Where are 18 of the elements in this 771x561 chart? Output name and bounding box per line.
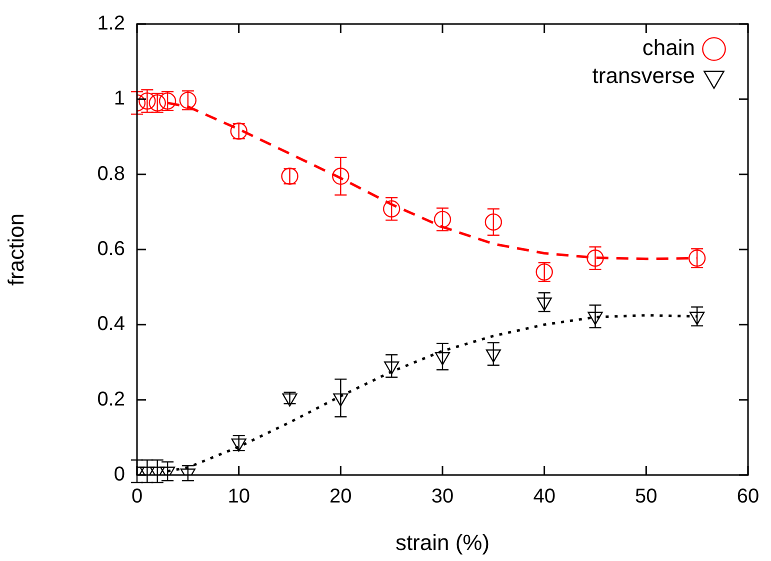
legend-label: transverse xyxy=(592,63,695,88)
y-tick-label: 1 xyxy=(114,88,125,110)
x-axis-title: strain (%) xyxy=(395,530,490,555)
y-tick-label: 0 xyxy=(114,464,125,486)
x-tick-label: 10 xyxy=(228,486,250,508)
x-tick-label: 0 xyxy=(131,486,143,508)
x-tick-label: 20 xyxy=(330,486,352,508)
y-tick-label: 0.2 xyxy=(97,388,125,410)
x-tick-label: 40 xyxy=(533,486,556,508)
y-tick-label: 1.2 xyxy=(97,12,125,35)
legend-label: chain xyxy=(642,35,695,60)
x-tick-label: 50 xyxy=(635,486,658,508)
y-tick-label: 0.4 xyxy=(97,313,125,336)
y-axis-title: fraction xyxy=(3,213,28,286)
y-tick-label: 0.8 xyxy=(97,162,125,185)
x-tick-label: 30 xyxy=(431,486,454,508)
y-tick-label: 0.6 xyxy=(97,238,125,260)
x-tick-label: 60 xyxy=(736,486,760,508)
